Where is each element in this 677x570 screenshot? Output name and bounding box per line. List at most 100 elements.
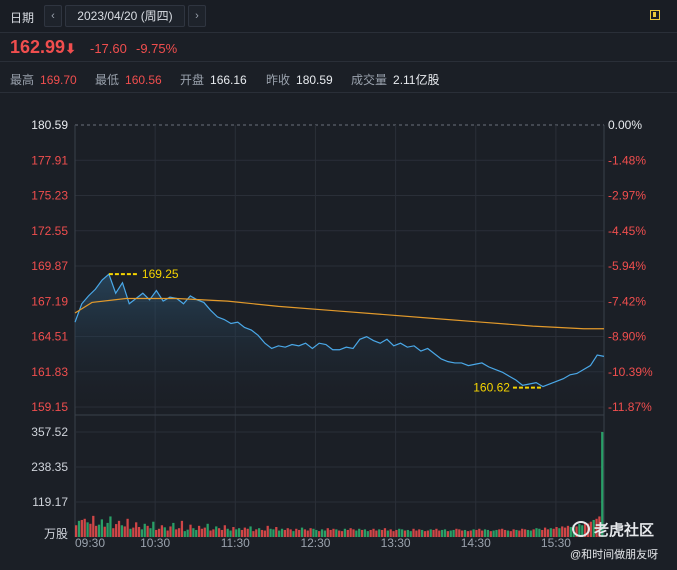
stat-low: 最低 160.56 [95, 71, 162, 88]
volume-bar [495, 529, 498, 537]
price-area [75, 274, 604, 407]
down-arrow-icon: ⬇ [65, 41, 76, 56]
volume-bar [109, 516, 112, 537]
volume-bar [420, 529, 424, 537]
volume-bar [255, 529, 258, 537]
volume-bar [461, 530, 464, 537]
volume-bar [386, 530, 389, 537]
volume-bar [232, 527, 235, 537]
volume-bar [343, 528, 347, 537]
volume-bar [286, 528, 289, 537]
stat-volume: 成交量 2.11亿股 [351, 71, 439, 88]
volume-bar [601, 432, 604, 537]
pct-axis-label: 0.00% [608, 118, 642, 132]
volume-bar [552, 528, 555, 537]
volume-bar [197, 525, 201, 537]
volume-bar [323, 530, 327, 537]
stat-low-value: 160.56 [125, 73, 162, 87]
volume-bar [203, 527, 206, 537]
volume-bar [535, 528, 538, 537]
volume-bar [526, 529, 530, 537]
volume-bar [558, 528, 561, 537]
volume-bar [346, 529, 349, 537]
high-annotation: 169.25 [142, 267, 179, 281]
volume-bar [521, 528, 524, 537]
volume-bar [529, 530, 532, 537]
stat-volume-label: 成交量 [351, 73, 388, 87]
volume-bar [555, 527, 558, 537]
volume-bar [132, 527, 135, 537]
volume-bar [360, 529, 364, 537]
volume-bar [309, 528, 312, 537]
volume-bar [455, 528, 458, 537]
time-axis-label: 12:30 [300, 536, 330, 550]
volume-bar [143, 523, 146, 537]
prev-day-button[interactable]: ‹ [44, 5, 62, 27]
volume-bar [563, 527, 567, 537]
volume-bar [298, 529, 301, 537]
volume-bar [140, 529, 144, 537]
volume-bar [369, 529, 372, 537]
volume-bar [358, 528, 361, 537]
stat-open: 开盘 166.16 [180, 71, 247, 88]
volume-bar [146, 525, 149, 537]
volume-bar [278, 530, 281, 537]
volume-bar [212, 529, 215, 537]
volume-bar [177, 528, 181, 537]
volume-bar [378, 529, 381, 537]
volume-bar [355, 530, 358, 537]
volume-bar [120, 525, 124, 537]
volume-bar [412, 528, 415, 537]
volume-bar [515, 529, 518, 537]
volume-bar [592, 519, 595, 537]
volume-bar [595, 518, 598, 537]
chevron-right-icon: › [195, 10, 199, 22]
volume-bar [155, 529, 158, 537]
volume-bar [86, 522, 89, 537]
volume-bar [366, 531, 369, 537]
volume-bar [200, 528, 204, 537]
intraday-chart[interactable]: 180.59 0.00% 177.91 -1.48% 175.23 -2.97% 172.5… [0, 92, 677, 570]
pct-axis-label: -1.48% [608, 153, 646, 167]
volume-bar [123, 526, 126, 537]
volume-bar [260, 529, 264, 537]
volume-bar [112, 528, 115, 537]
volume-bar [246, 528, 249, 537]
volume-bar [463, 529, 467, 537]
stat-high: 最高 169.70 [10, 71, 77, 88]
pct-axis-label: -11.87% [608, 400, 652, 414]
time-axis-label: 13:30 [381, 536, 411, 550]
volume-bar [375, 530, 378, 537]
pct-axis-label: -8.90% [608, 330, 646, 344]
volume-bar [538, 528, 541, 537]
panel-toggle-icon[interactable] [650, 10, 660, 20]
volume-bar [175, 529, 178, 537]
volume-bar [80, 519, 83, 537]
volume-bar [395, 529, 398, 537]
volume-bar [249, 526, 252, 537]
watermark-brand: 老虎社区 [572, 519, 654, 540]
volume-bar [509, 531, 512, 537]
volume-bar [163, 527, 166, 537]
volume-bar [566, 525, 570, 537]
volume-bar [237, 528, 241, 537]
volume-bar [283, 529, 286, 537]
volume-bar [483, 529, 487, 537]
volume-bar [561, 526, 564, 537]
volume-bar [446, 531, 449, 537]
volume-bar [549, 528, 552, 537]
volume-bar [392, 531, 395, 537]
volume-bar [89, 523, 92, 537]
volume-bar [449, 530, 452, 537]
volume-bar [435, 528, 438, 537]
date-picker[interactable]: 2023/04/20 (周四) [65, 5, 185, 27]
volume-bar [292, 531, 295, 537]
volume-bar [363, 529, 367, 537]
volume-bar [103, 526, 106, 537]
pct-axis-label: -4.45% [608, 224, 646, 238]
volume-bar [137, 527, 141, 537]
time-axis-label: 14:30 [461, 536, 491, 550]
price-axis-label: 175.23 [31, 189, 68, 203]
volume-bar [215, 526, 218, 537]
next-day-button[interactable]: › [188, 5, 206, 27]
